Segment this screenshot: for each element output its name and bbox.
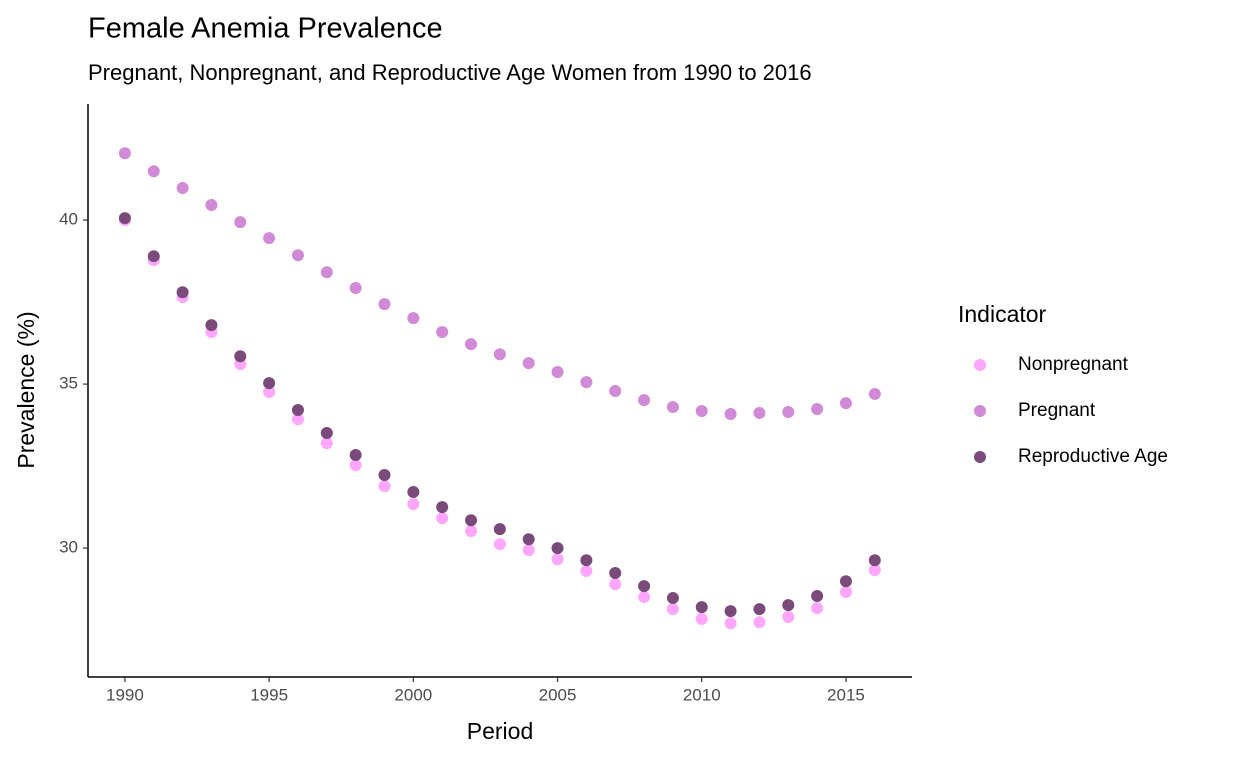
point bbox=[609, 567, 622, 580]
point bbox=[118, 147, 131, 160]
x-tick-label: 2015 bbox=[827, 685, 865, 704]
point bbox=[349, 448, 362, 461]
legend-swatch bbox=[974, 359, 986, 371]
y-tick-label: 35 bbox=[59, 374, 78, 393]
point bbox=[695, 601, 708, 614]
point bbox=[291, 249, 304, 262]
point bbox=[291, 413, 304, 426]
point bbox=[666, 603, 679, 616]
point bbox=[205, 199, 218, 212]
point bbox=[782, 405, 795, 418]
point bbox=[551, 553, 564, 566]
point bbox=[349, 459, 362, 472]
point bbox=[493, 348, 506, 361]
point bbox=[436, 325, 449, 338]
point bbox=[465, 525, 478, 538]
point bbox=[407, 312, 420, 325]
point bbox=[147, 250, 160, 263]
point bbox=[695, 404, 708, 417]
legend-label: Reproductive Age bbox=[1018, 446, 1168, 467]
point bbox=[609, 384, 622, 397]
point bbox=[378, 480, 391, 493]
point bbox=[263, 385, 276, 398]
legend-label: Pregnant bbox=[1018, 400, 1096, 421]
point bbox=[522, 533, 535, 546]
point bbox=[522, 357, 535, 370]
point bbox=[638, 590, 651, 603]
point bbox=[407, 486, 420, 499]
point bbox=[436, 501, 449, 514]
point bbox=[811, 403, 824, 416]
legend-swatch bbox=[974, 451, 986, 463]
point bbox=[551, 542, 564, 555]
point bbox=[666, 591, 679, 604]
point bbox=[522, 544, 535, 557]
point bbox=[782, 599, 795, 612]
x-axis-title: Period bbox=[467, 718, 533, 744]
y-axis-title: Prevalence (%) bbox=[13, 311, 39, 468]
point bbox=[493, 523, 506, 536]
x-tick-label: 2000 bbox=[394, 685, 432, 704]
point bbox=[753, 406, 766, 419]
point bbox=[349, 282, 362, 295]
point bbox=[839, 575, 852, 588]
point bbox=[263, 232, 276, 245]
point bbox=[118, 212, 131, 225]
point bbox=[205, 319, 218, 332]
point bbox=[868, 387, 881, 400]
point bbox=[551, 365, 564, 378]
point bbox=[176, 286, 189, 299]
point bbox=[839, 586, 852, 599]
point bbox=[811, 602, 824, 615]
point bbox=[868, 564, 881, 577]
point bbox=[234, 350, 247, 363]
point bbox=[753, 616, 766, 629]
point bbox=[580, 376, 593, 389]
point bbox=[263, 377, 276, 390]
legend-title: Indicator bbox=[958, 301, 1047, 327]
point bbox=[724, 617, 737, 630]
point bbox=[465, 514, 478, 527]
x-tick-label: 2005 bbox=[539, 685, 577, 704]
point bbox=[493, 538, 506, 551]
x-tick-label: 1995 bbox=[250, 685, 288, 704]
point bbox=[753, 603, 766, 616]
point bbox=[724, 605, 737, 618]
point bbox=[465, 338, 478, 351]
point bbox=[724, 407, 737, 420]
point bbox=[176, 181, 189, 194]
point bbox=[811, 589, 824, 602]
point bbox=[378, 298, 391, 311]
point bbox=[782, 610, 795, 623]
point bbox=[695, 612, 708, 625]
point bbox=[666, 401, 679, 414]
point bbox=[580, 554, 593, 567]
point bbox=[407, 498, 420, 511]
chart-subtitle: Pregnant, Nonpregnant, and Reproductive … bbox=[88, 60, 812, 85]
point bbox=[436, 512, 449, 525]
point bbox=[234, 216, 247, 229]
point bbox=[320, 437, 333, 450]
y-tick-label: 30 bbox=[59, 538, 78, 557]
legend-label: Nonpregnant bbox=[1018, 354, 1129, 375]
legend-swatch bbox=[974, 405, 986, 417]
point bbox=[320, 426, 333, 439]
point bbox=[638, 580, 651, 593]
point bbox=[839, 397, 852, 410]
y-tick-label: 40 bbox=[59, 210, 78, 229]
point bbox=[378, 468, 391, 481]
x-tick-label: 2010 bbox=[683, 685, 721, 704]
point bbox=[291, 404, 304, 417]
point bbox=[147, 165, 160, 178]
point bbox=[868, 554, 881, 567]
chart-title: Female Anemia Prevalence bbox=[88, 13, 443, 45]
point bbox=[580, 565, 593, 578]
point bbox=[609, 578, 622, 591]
x-tick-label: 1990 bbox=[106, 685, 144, 704]
point bbox=[320, 266, 333, 279]
point bbox=[638, 394, 651, 407]
